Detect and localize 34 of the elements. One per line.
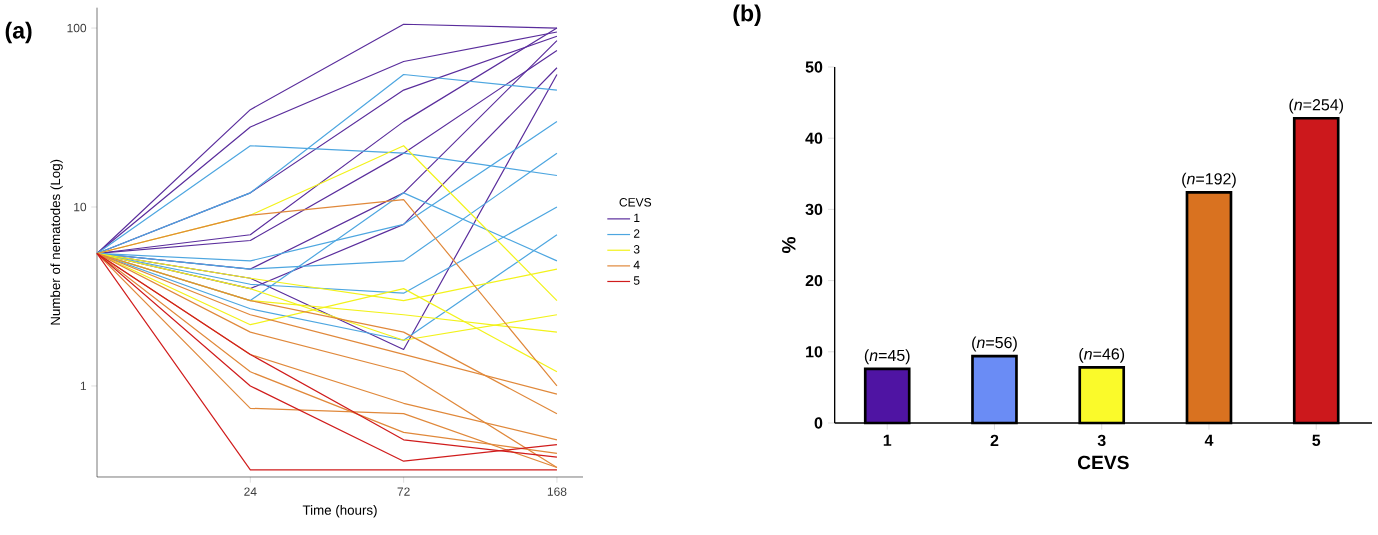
x-tick-label: 4 bbox=[1204, 434, 1214, 446]
y-tick-label: 30 bbox=[805, 203, 823, 216]
y-tick-label: 1 bbox=[80, 381, 87, 391]
legend-label: 1 bbox=[634, 213, 640, 223]
annotation: (n=254) bbox=[1289, 98, 1344, 114]
y-tick-label: 50 bbox=[805, 61, 823, 73]
annotation: (n=192) bbox=[1182, 172, 1236, 188]
chart-title: (b) bbox=[733, 4, 761, 26]
y-axis-title: Number of nematodes (Log) bbox=[50, 159, 63, 325]
legend-title: CEVS bbox=[619, 198, 652, 207]
y-tick-label: 0 bbox=[814, 417, 823, 429]
legend-label: 4 bbox=[633, 260, 640, 270]
legend-label: 5 bbox=[633, 276, 640, 285]
x-tick-label: 2 bbox=[990, 434, 999, 446]
annotation: (n=45) bbox=[864, 349, 910, 365]
y-tick-label: 40 bbox=[805, 132, 823, 144]
x-tick-label: 168 bbox=[547, 487, 567, 496]
x-tick-label: 72 bbox=[397, 487, 410, 496]
x-tick-label: 5 bbox=[1312, 434, 1321, 446]
annotation: (n=56) bbox=[972, 336, 1017, 352]
y-tick-label: 10 bbox=[74, 202, 87, 212]
legend-label: 2 bbox=[633, 229, 640, 238]
annotation: (n=46) bbox=[1079, 347, 1125, 363]
y-tick-label: 20 bbox=[805, 274, 823, 287]
text: (a) bbox=[5, 21, 32, 44]
x-tick-label: 1 bbox=[883, 434, 892, 446]
y-tick-label: 100 bbox=[67, 23, 87, 33]
y-axis-title: % bbox=[782, 236, 796, 254]
x-tick-label: 3 bbox=[1097, 434, 1106, 447]
legend-label: 3 bbox=[633, 245, 640, 254]
x-tick-label: 24 bbox=[244, 487, 257, 496]
x-axis-title: CEVS bbox=[1077, 455, 1129, 470]
x-axis-title: Time (hours) bbox=[302, 505, 377, 518]
y-tick-label: 10 bbox=[806, 346, 823, 358]
